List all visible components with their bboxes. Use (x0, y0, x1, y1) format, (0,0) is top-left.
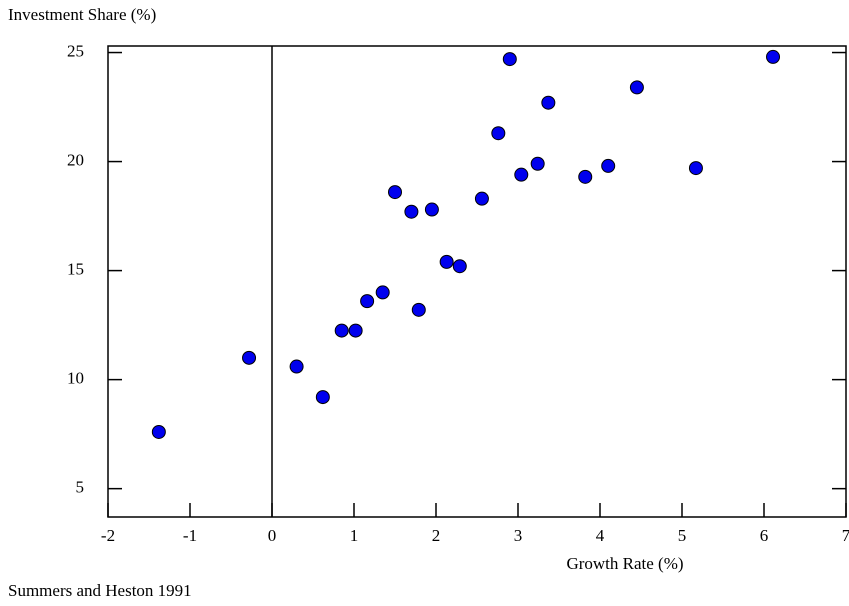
point (289, 359, 304, 374)
x-tick-label: 1 (350, 526, 359, 545)
point (601, 158, 616, 173)
x-tick-label: 2 (432, 526, 441, 545)
x-tick-label: -2 (101, 526, 115, 545)
point (578, 169, 593, 184)
y-tick-label: 5 (76, 478, 85, 497)
point (242, 350, 257, 365)
point (360, 294, 375, 309)
point (348, 323, 363, 338)
y-tick-label: 10 (67, 369, 84, 388)
point (334, 323, 349, 338)
point (629, 80, 644, 95)
point (514, 167, 529, 182)
point (530, 156, 545, 171)
y-tick-label: 15 (67, 260, 84, 279)
point (151, 424, 166, 439)
y-tick-label: 25 (67, 41, 84, 60)
x-tick-label: 7 (842, 526, 849, 545)
x-tick-label: 4 (596, 526, 605, 545)
point (766, 49, 781, 64)
point (315, 390, 330, 405)
x-axis-title: Growth Rate (%) (566, 554, 683, 573)
point (439, 254, 454, 269)
x-tick-label: 0 (268, 526, 277, 545)
point (491, 126, 506, 141)
point (375, 285, 390, 300)
plot-frame (107, 45, 847, 518)
point (688, 161, 703, 176)
point (474, 191, 489, 206)
point (541, 95, 556, 110)
x-tick-label: 3 (514, 526, 523, 545)
point (452, 259, 467, 274)
x-tick-label: 6 (760, 526, 769, 545)
point (424, 202, 439, 217)
y-axis-title: Investment Share (%) (8, 5, 156, 24)
point (502, 52, 517, 67)
point (404, 204, 419, 219)
point (388, 185, 402, 200)
point (411, 302, 426, 317)
y-tick-label: 20 (67, 150, 84, 169)
source-note: Summers and Heston 1991 (8, 581, 192, 600)
x-tick-label: 5 (678, 526, 687, 545)
x-tick-label: -1 (183, 526, 197, 545)
